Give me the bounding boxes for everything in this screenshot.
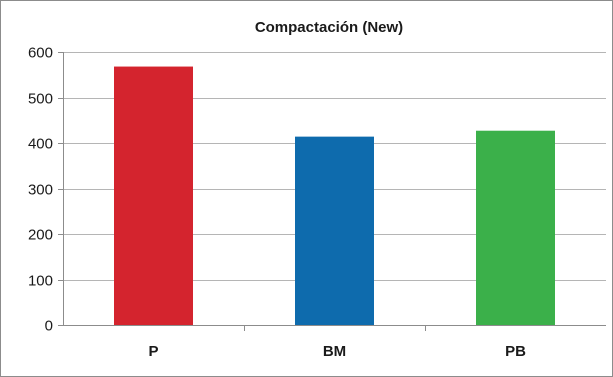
y-tick-label: 500 xyxy=(28,91,53,108)
x-tick-labels: P BM PB xyxy=(148,343,526,360)
axes xyxy=(58,52,606,331)
y-tick-labels: 0 100 200 300 400 500 600 xyxy=(28,45,53,335)
bar-p xyxy=(114,66,193,325)
x-tick-label: PB xyxy=(505,343,526,360)
y-tick-label: 0 xyxy=(45,318,53,335)
x-tick-label: BM xyxy=(323,343,346,360)
y-tick-label: 100 xyxy=(28,273,53,290)
y-tick-label: 300 xyxy=(28,182,53,199)
y-tick-label: 200 xyxy=(28,227,53,244)
y-tick-label: 400 xyxy=(28,136,53,153)
x-tick-label: P xyxy=(148,343,158,360)
y-tick-label: 600 xyxy=(28,45,53,62)
bar-bm xyxy=(295,136,374,325)
chart-title: Compactación (New) xyxy=(255,19,403,36)
bars xyxy=(114,66,555,325)
bar-pb xyxy=(476,130,555,325)
